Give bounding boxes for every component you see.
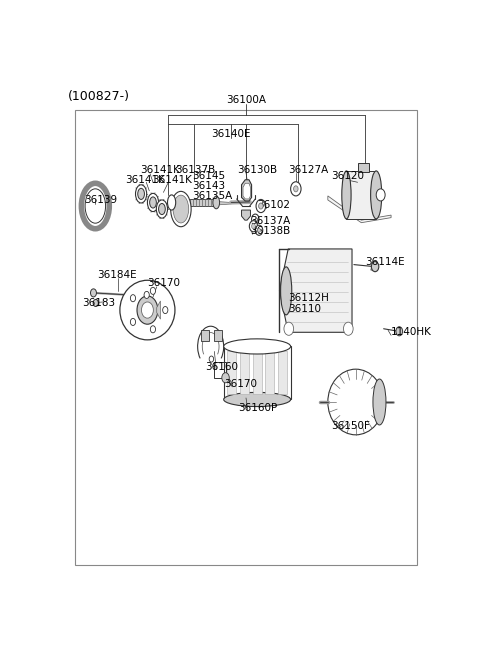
Circle shape — [344, 322, 353, 335]
Text: 36100A: 36100A — [226, 95, 266, 105]
Circle shape — [249, 220, 258, 232]
Ellipse shape — [168, 195, 176, 210]
Text: 36139: 36139 — [84, 195, 117, 205]
Circle shape — [142, 302, 154, 318]
Circle shape — [372, 262, 379, 272]
Ellipse shape — [373, 379, 386, 425]
Text: 36170: 36170 — [147, 278, 180, 288]
Circle shape — [131, 295, 135, 302]
Text: 36160: 36160 — [205, 361, 238, 372]
Circle shape — [222, 373, 229, 383]
Polygon shape — [156, 301, 160, 319]
Text: 36102: 36102 — [257, 200, 290, 210]
Circle shape — [255, 225, 263, 236]
Text: 36145: 36145 — [192, 171, 226, 180]
Circle shape — [163, 306, 168, 314]
Polygon shape — [243, 183, 251, 199]
Text: 36120: 36120 — [332, 171, 365, 180]
Text: 36110: 36110 — [288, 304, 321, 314]
Polygon shape — [328, 196, 391, 222]
Text: 36160P: 36160P — [239, 403, 278, 413]
Bar — [215, 361, 226, 378]
Bar — [240, 352, 249, 394]
Ellipse shape — [120, 280, 175, 340]
Bar — [228, 352, 236, 394]
Bar — [278, 352, 287, 394]
Ellipse shape — [224, 392, 290, 407]
Circle shape — [131, 318, 135, 325]
Text: 36141K: 36141K — [140, 165, 180, 174]
Circle shape — [396, 327, 403, 336]
Circle shape — [91, 289, 96, 297]
Text: 36138B: 36138B — [250, 226, 290, 236]
Circle shape — [252, 224, 255, 229]
Bar — [215, 330, 222, 341]
Ellipse shape — [173, 195, 189, 223]
Text: 36137B: 36137B — [175, 165, 216, 174]
Ellipse shape — [147, 194, 158, 212]
Polygon shape — [172, 199, 216, 206]
Text: 36184E: 36184E — [97, 270, 137, 279]
Circle shape — [137, 296, 158, 324]
Polygon shape — [241, 180, 252, 201]
Ellipse shape — [171, 192, 191, 227]
Ellipse shape — [138, 188, 144, 199]
Circle shape — [150, 326, 156, 333]
Ellipse shape — [150, 197, 156, 208]
Ellipse shape — [342, 171, 351, 219]
Circle shape — [150, 287, 156, 295]
Polygon shape — [279, 249, 352, 333]
Text: 36130B: 36130B — [237, 165, 277, 174]
Circle shape — [290, 182, 301, 196]
Polygon shape — [241, 210, 251, 220]
Circle shape — [93, 299, 98, 306]
Text: 36127A: 36127A — [288, 165, 328, 174]
Text: 36140E: 36140E — [211, 129, 251, 139]
Circle shape — [144, 291, 149, 298]
Circle shape — [294, 186, 298, 192]
Ellipse shape — [156, 200, 168, 218]
Polygon shape — [347, 171, 376, 219]
Bar — [252, 352, 262, 394]
Bar — [202, 330, 209, 341]
Text: 36170: 36170 — [224, 379, 257, 389]
Ellipse shape — [371, 171, 382, 219]
Ellipse shape — [224, 339, 290, 354]
Text: 36183: 36183 — [83, 298, 116, 308]
Text: 36143: 36143 — [192, 181, 226, 191]
Circle shape — [259, 203, 263, 209]
Text: 36112H: 36112H — [288, 293, 328, 304]
Ellipse shape — [158, 203, 165, 215]
Circle shape — [258, 228, 261, 232]
Ellipse shape — [135, 185, 147, 203]
Circle shape — [256, 199, 266, 213]
Circle shape — [252, 214, 259, 224]
Circle shape — [284, 322, 294, 335]
Bar — [265, 352, 274, 394]
Text: 1140HK: 1140HK — [391, 327, 432, 337]
Ellipse shape — [213, 196, 219, 209]
Text: (100827-): (100827-) — [67, 90, 130, 103]
Polygon shape — [216, 201, 231, 205]
Text: 36141K: 36141K — [125, 174, 165, 185]
Ellipse shape — [281, 267, 292, 315]
Text: 36135A: 36135A — [192, 191, 233, 201]
Ellipse shape — [328, 369, 384, 435]
Bar — [358, 163, 369, 172]
Text: 36150F: 36150F — [332, 421, 371, 431]
Ellipse shape — [346, 171, 377, 219]
Text: 36141K: 36141K — [152, 174, 192, 185]
Circle shape — [376, 189, 385, 201]
Circle shape — [209, 356, 214, 362]
Text: 36137A: 36137A — [250, 216, 290, 226]
Text: 36114E: 36114E — [365, 256, 405, 266]
